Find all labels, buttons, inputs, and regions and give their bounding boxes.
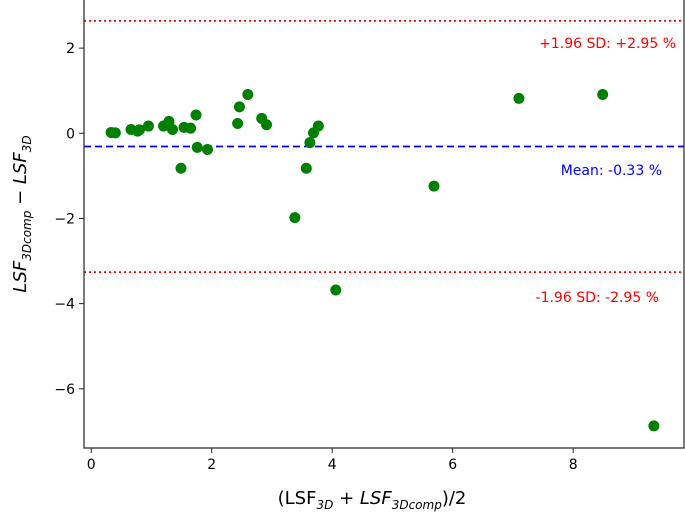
upper-limit-label: +1.96 SD: +2.95 % [539,36,676,52]
data-point [648,420,660,432]
y-axis-ticks: 2 0 −2 −4 −6 [54,41,84,398]
data-point [109,127,121,139]
data-point [185,122,197,134]
data-point [312,120,324,132]
x-axis-label: (LSF3D + LSF3Dcomp)/2 [278,488,467,512]
x-axis-ticks: 0 2 4 6 8 [87,448,578,473]
x-tick-label: 0 [87,457,96,473]
data-points [105,89,660,432]
data-point [190,109,202,121]
y-tick-label: 0 [66,126,75,142]
data-point [513,92,525,104]
y-tick-label: −2 [54,211,75,227]
y-tick-label: 2 [66,41,75,57]
data-point [175,162,187,174]
data-point [300,162,312,174]
x-tick-label: 4 [328,457,337,473]
lower-limit-label: -1.96 SD: -2.95 % [536,290,659,306]
data-point [330,284,342,296]
data-point [167,123,179,135]
data-point [232,117,244,129]
plot-frame [83,0,685,449]
data-point [191,141,203,153]
mean-label: Mean: -0.33 % [561,163,662,179]
data-point [428,180,440,192]
data-point [142,120,154,132]
data-point [304,137,316,149]
y-tick-label: −6 [54,382,75,398]
data-point [201,143,213,155]
x-tick-label: 8 [569,457,578,473]
y-tick-label: −4 [54,297,75,313]
data-point [261,119,273,131]
reference-lines [84,19,684,274]
x-tick-label: 6 [448,457,457,473]
data-point [597,89,609,101]
x-tick-label: 2 [207,457,216,473]
line-labels: +1.96 SD: +2.95 % Mean: -0.33 % -1.96 SD… [536,36,676,306]
data-point [133,124,145,136]
data-point [233,101,245,113]
data-point [289,212,301,224]
y-axis-label: LSF3Dcomp − LSF3D [10,135,34,292]
data-point [242,89,254,101]
